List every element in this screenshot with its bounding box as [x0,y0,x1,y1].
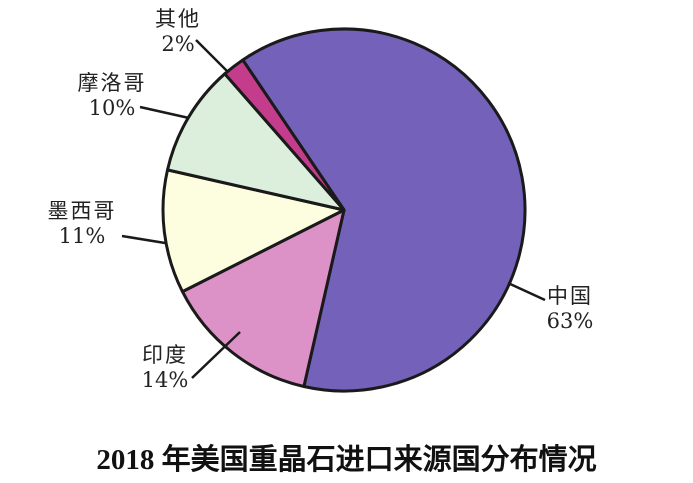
slice-value-label: 2% [161,32,194,56]
chart-title: 2018 年美国重晶石进口来源国分布情况 [96,444,597,476]
slice-category-label: 印度 [142,343,188,367]
leader-line [191,331,241,379]
slice-category-label: 摩洛哥 [78,71,147,95]
leader-line [139,105,190,120]
leader-line [121,234,166,245]
pie-slice-0 [241,27,527,393]
leader-line [507,281,546,302]
slice-category-label: 墨西哥 [48,199,117,223]
pie-slice-1 [180,208,346,389]
leader-line [195,39,229,73]
slice-value-label: 10% [89,96,136,120]
slice-value-label: 14% [142,368,189,392]
slice-value-label: 63% [547,309,594,333]
slice-category-label: 中国 [547,284,593,308]
pie-slice-4 [223,58,346,212]
slice-value-label: 11% [59,224,106,248]
slice-category-label: 其他 [155,7,201,31]
